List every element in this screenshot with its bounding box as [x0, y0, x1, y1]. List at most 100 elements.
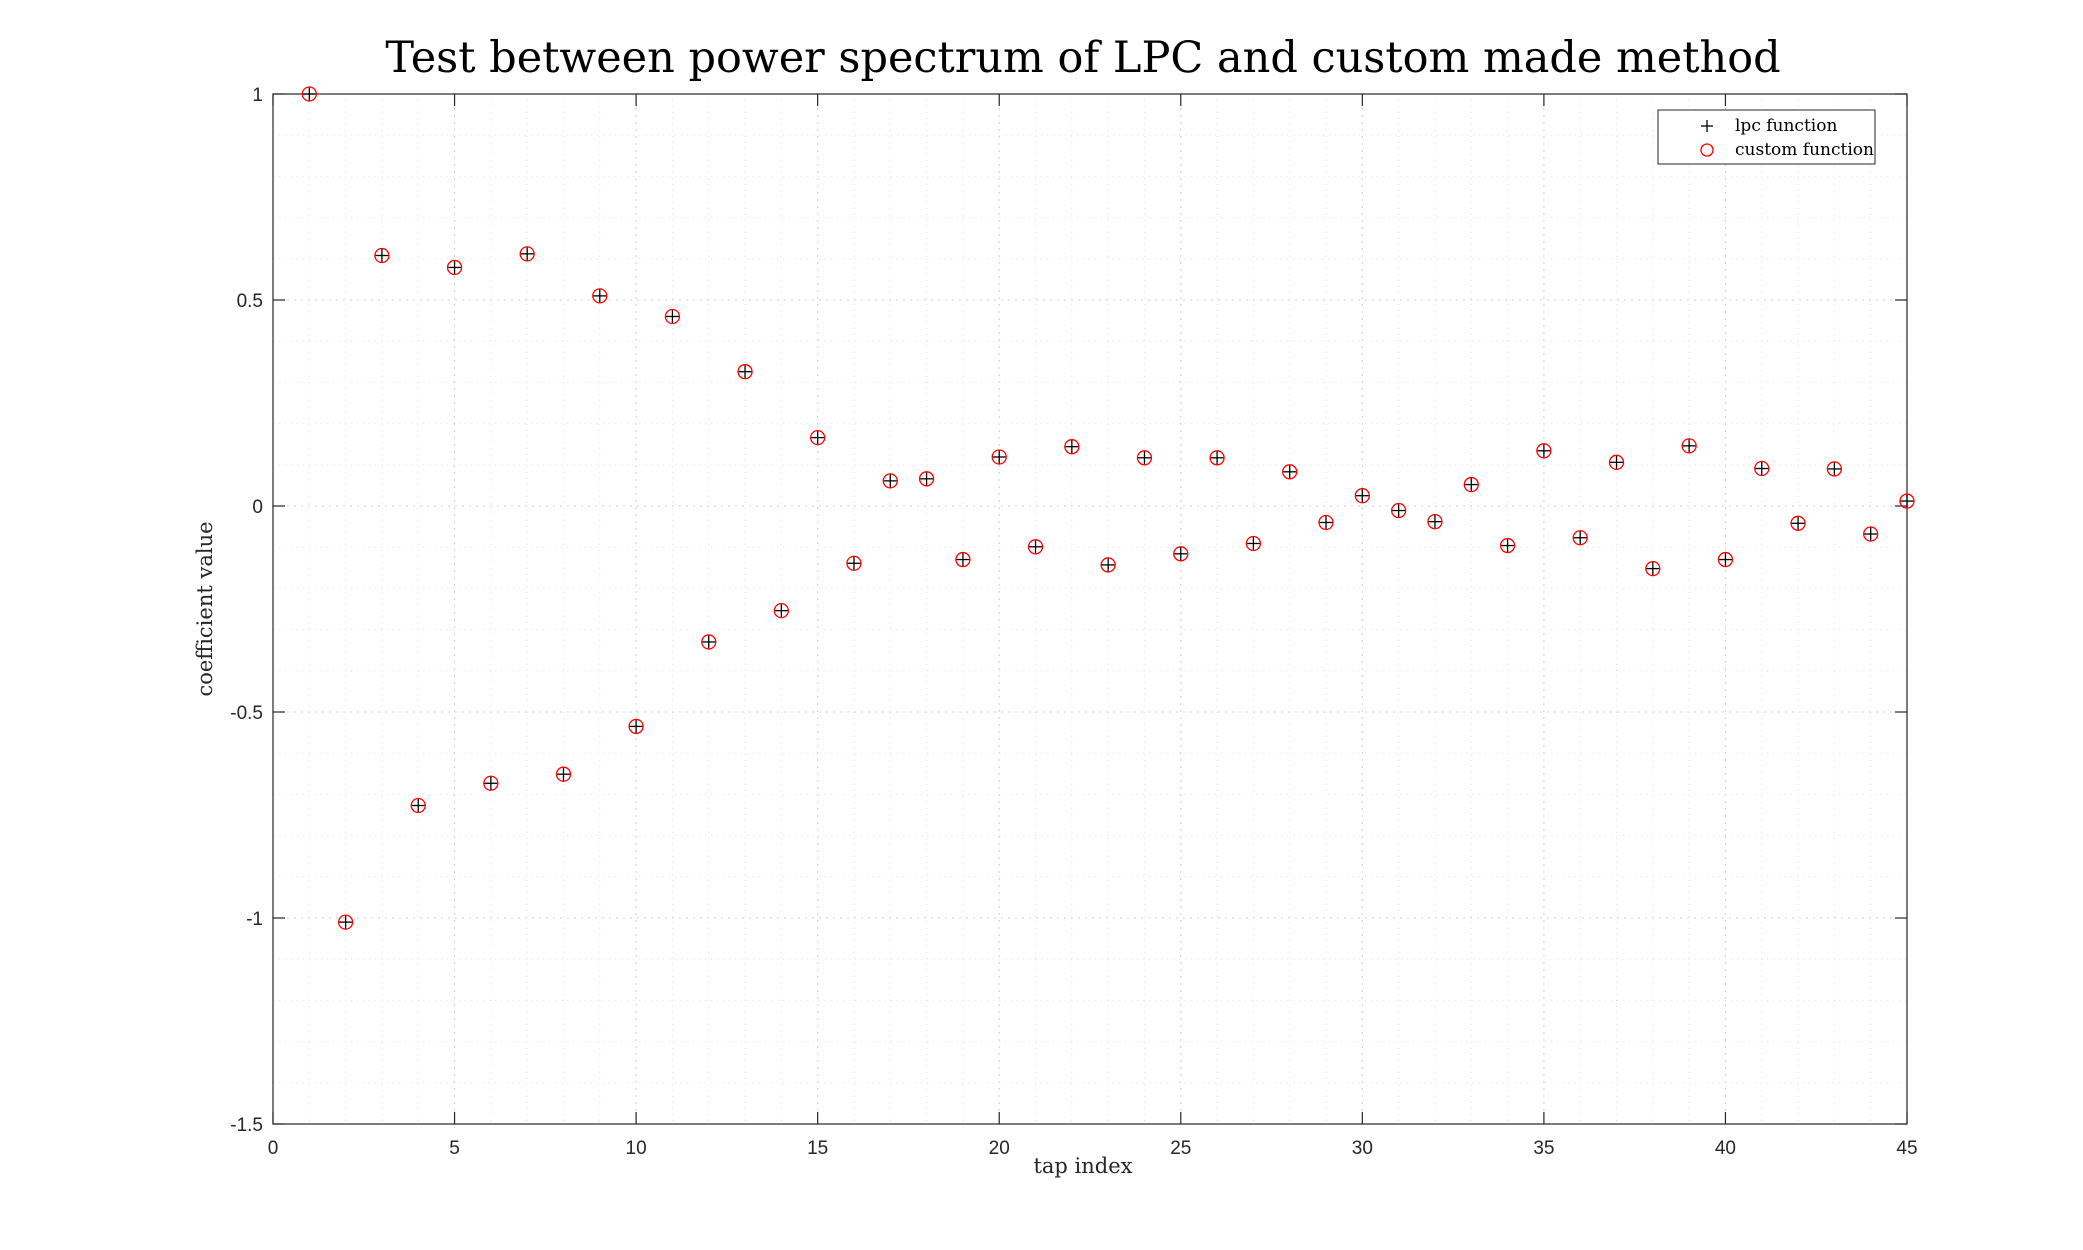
lpc-function-point: [1536, 443, 1551, 458]
lpc-function-point: [774, 603, 789, 618]
custom-function-point: [737, 364, 753, 380]
lpc-function-point: [1900, 494, 1914, 509]
custom-function-point: [773, 602, 790, 619]
custom-function-point: [1173, 546, 1189, 562]
custom-function-point: [410, 797, 426, 814]
custom-function-point: [1064, 439, 1080, 455]
lpc-function-point: [520, 246, 535, 261]
custom-function-point: [918, 471, 935, 487]
lpc-function-point: [992, 449, 1007, 464]
custom-function-point: [592, 288, 608, 304]
lpc-function-point: [1827, 461, 1842, 476]
custom-function-point: [337, 914, 354, 930]
custom-function-point: [1681, 438, 1697, 454]
lpc-function-point: [883, 473, 898, 488]
custom-function-point: [446, 259, 463, 276]
custom-function-point: [846, 555, 862, 571]
legend-entry-label: custom function: [1735, 140, 1874, 160]
data-points: [301, 86, 1915, 930]
x-tick-label: 30: [1352, 1138, 1373, 1159]
custom-function-point: [1245, 535, 1262, 552]
lpc-function-point: [302, 87, 317, 101]
lpc-function-point: [1282, 464, 1297, 479]
custom-function-point: [1717, 551, 1734, 568]
lpc-function-point: [338, 915, 353, 930]
y-tick-label: 0.5: [237, 291, 263, 312]
lpc-function-point: [1682, 438, 1697, 453]
lpc-function-point: [1137, 450, 1152, 465]
custom-function-point: [374, 247, 390, 264]
legend: lpc function custom function: [1657, 109, 1876, 165]
x-tick-label: 35: [1533, 1138, 1554, 1159]
plot-area-border: [272, 93, 1908, 1125]
custom-function-point: [1754, 460, 1770, 477]
x-tick-label: 15: [807, 1138, 828, 1159]
lpc-function-point: [1464, 477, 1479, 492]
legend-entry-label: lpc function: [1735, 116, 1837, 136]
lpc-function-point: [374, 248, 389, 263]
lpc-function-point: [1101, 557, 1116, 572]
lpc-function-point: [1064, 439, 1079, 454]
lpc-function-point: [447, 260, 462, 275]
custom-function-point: [701, 634, 717, 650]
lpc-function-point: [556, 767, 571, 782]
lpc-function-point: [701, 634, 716, 649]
custom-function-point: [1826, 461, 1843, 477]
y-axis-tick-labels: -1.5 -1 -0.5 0 0.5 1: [230, 85, 263, 1136]
custom-function-point: [1390, 502, 1407, 519]
lpc-function-point: [1210, 450, 1225, 465]
x-tick-label: 20: [989, 1138, 1010, 1159]
x-tick-label: 25: [1170, 1138, 1191, 1159]
custom-function-point: [1318, 514, 1334, 531]
custom-function-point: [1100, 557, 1116, 573]
x-tick-label: 45: [1896, 1138, 1917, 1159]
axis-ticks: [272, 93, 1908, 1125]
lpc-function-point: [1319, 515, 1334, 530]
custom-function-point: [1354, 488, 1370, 504]
lpc-function-point: [411, 798, 426, 813]
x-axis-tick-labels: 0 5 10 15 20 25 30 35 40 45: [268, 1138, 1918, 1159]
custom-function-point: [1536, 443, 1552, 459]
custom-function-point: [628, 718, 644, 735]
custom-function-point: [882, 473, 898, 489]
lpc-function-point: [1500, 538, 1515, 553]
custom-function-point: [1499, 537, 1516, 554]
lpc-function-point: [1391, 503, 1406, 518]
custom-function-point: [555, 766, 572, 782]
custom-function-point: [483, 775, 499, 791]
custom-function-point: [1463, 476, 1479, 493]
lpc-function-point: [629, 719, 644, 734]
lpc-function-point: [738, 364, 753, 379]
custom-function-point: [664, 308, 681, 325]
y-tick-label: 1: [252, 85, 263, 106]
custom-function-point: [1899, 493, 1915, 509]
lpc-function-point: [1246, 536, 1261, 551]
x-tick-label: 0: [268, 1138, 279, 1159]
lpc-function-point: [1754, 461, 1769, 476]
grid: [272, 93, 1908, 1125]
lpc-function-point: [1718, 552, 1733, 567]
lpc-function-point: [1355, 488, 1370, 503]
x-tick-label: 5: [449, 1138, 460, 1159]
y-tick-label: -1: [246, 909, 263, 930]
y-tick-label: 0: [252, 497, 263, 518]
custom-function-point: [301, 86, 317, 102]
x-tick-label: 40: [1715, 1138, 1736, 1159]
custom-function-point: [1136, 450, 1153, 466]
lpc-function-point: [483, 776, 498, 791]
custom-function-point: [991, 449, 1007, 465]
legend-marker-circle: [1700, 143, 1714, 157]
lpc-function-point: [1645, 561, 1660, 576]
custom-function-point: [1863, 526, 1879, 542]
custom-function-point: [519, 246, 535, 262]
lpc-function-point: [1609, 455, 1624, 470]
lpc-function-point: [665, 309, 680, 324]
custom-function-point: [1427, 514, 1443, 530]
lpc-function-point: [1028, 539, 1043, 554]
lpc-function-point: [919, 471, 934, 486]
lpc-function-point: [955, 552, 970, 567]
legend-marker-plus: [1701, 120, 1713, 132]
x-axis-label: tap index: [1033, 1154, 1132, 1178]
lpc-function-point: [1863, 527, 1878, 542]
